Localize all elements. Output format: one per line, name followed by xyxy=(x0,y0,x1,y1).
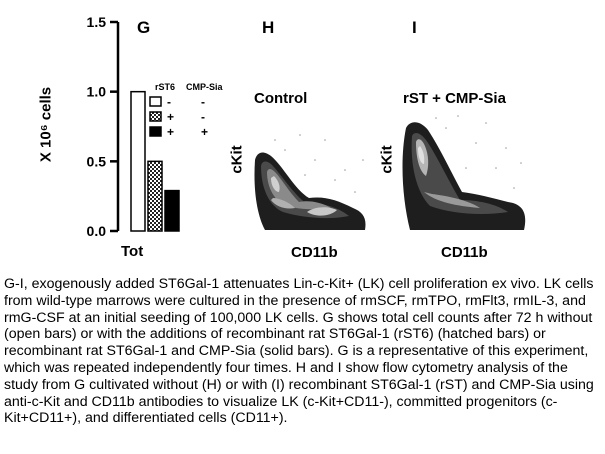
i-x-axis-label: CD11b xyxy=(441,244,488,261)
g-legend-cmp-sign: + xyxy=(201,125,208,139)
g-bar-solid xyxy=(164,189,180,232)
h-x-axis-label: CD11b xyxy=(291,244,338,261)
g-legend-swatch-solid xyxy=(149,126,162,137)
g-y-tick-label: 1.5 xyxy=(87,14,107,30)
flow-plot-i xyxy=(402,115,526,230)
g-y-axis-label: X 10⁶ cells xyxy=(38,65,55,185)
figure-caption: G-I, exogenously added ST6Gal-1 attenuat… xyxy=(4,276,594,427)
flow-plot-h xyxy=(254,134,366,230)
g-bar-open xyxy=(130,90,146,232)
g-y-axis-label-text: X 10⁶ cells xyxy=(37,86,55,163)
g-legend-swatch-open xyxy=(149,96,162,107)
h-y-axis-label: cKit xyxy=(229,145,246,173)
g-legend-swatch-hatched xyxy=(149,111,162,122)
g-legend-rst6-sign: + xyxy=(167,110,174,124)
g-bar-hatched xyxy=(147,160,163,232)
g-legend-header-rst6: rST6 xyxy=(155,82,175,92)
g-legend-rst6-sign: - xyxy=(167,95,171,109)
figure-panels: 0.0 0.5 1.0 1.5 rST6 CMP-Sia - - + - + + G X 10⁶ c… xyxy=(38,14,526,261)
g-legend-header-cmp-sia: CMP-Sia xyxy=(186,82,224,92)
g-y-tick-label: 0.5 xyxy=(87,153,107,169)
panel-letter-i: I xyxy=(412,18,417,37)
g-legend-rst6-sign: + xyxy=(167,125,174,139)
g-legend-cmp-sign: - xyxy=(201,110,205,124)
panel-letter-g: G xyxy=(137,18,151,37)
bar-chart-g: 0.00.51.01.5 rST6 CMP-Sia- -+ -+ + xyxy=(87,14,224,239)
i-title: rST + CMP-Sia xyxy=(403,90,506,107)
g-y-tick-label: 1.0 xyxy=(87,84,107,100)
g-legend-cmp-sign: - xyxy=(201,95,205,109)
g-y-tick-label: 0.0 xyxy=(87,223,107,239)
h-title: Control xyxy=(254,90,308,107)
g-x-axis-label: Tot xyxy=(121,243,144,260)
h-y-axis-label-text: cKit xyxy=(228,145,246,174)
i-y-axis-label-text: cKit xyxy=(378,145,396,174)
i-y-axis-label: cKit xyxy=(379,145,396,173)
panel-letter-h: H xyxy=(262,18,275,37)
